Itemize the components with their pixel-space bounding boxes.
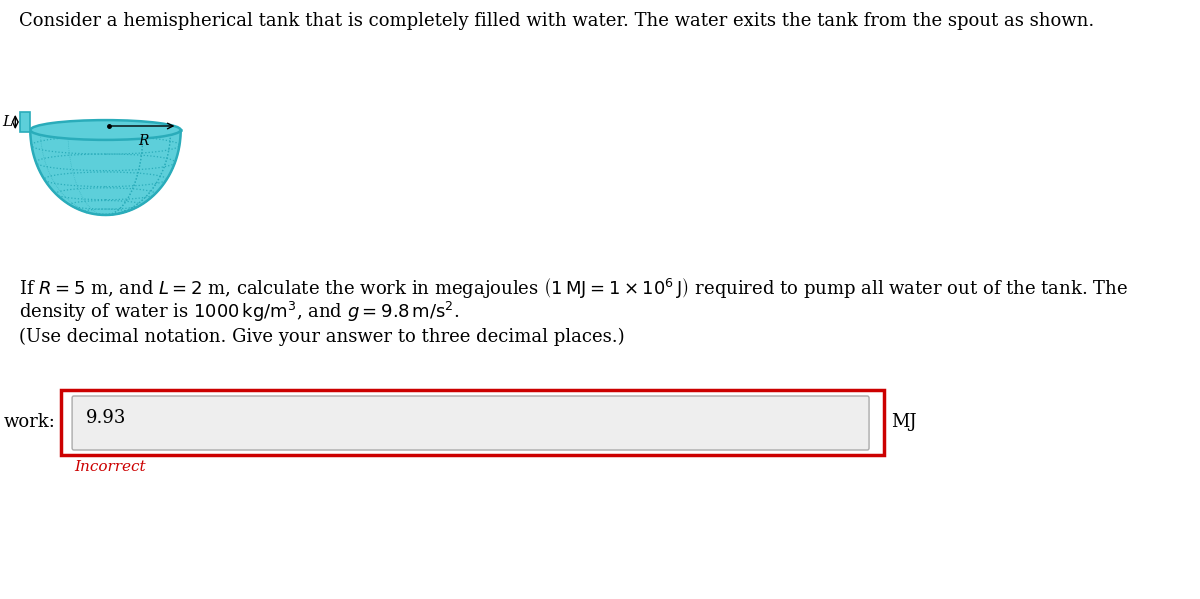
Text: Incorrect: Incorrect xyxy=(73,460,145,474)
Bar xyxy=(20,112,30,132)
Text: MJ: MJ xyxy=(890,413,917,431)
Ellipse shape xyxy=(30,120,181,140)
Text: Consider a hemispherical tank that is completely filled with water. The water ex: Consider a hemispherical tank that is co… xyxy=(19,12,1094,30)
Text: (Use decimal notation. Give your answer to three decimal places.): (Use decimal notation. Give your answer … xyxy=(19,328,625,346)
Text: R: R xyxy=(138,134,149,148)
Text: density of water is $1000\,\mathrm{kg/m^3}$, and $g = 9.8\,\mathrm{m/s^2}$.: density of water is $1000\,\mathrm{kg/m^… xyxy=(19,300,460,324)
FancyBboxPatch shape xyxy=(72,396,869,450)
Bar xyxy=(61,390,884,455)
Text: L: L xyxy=(2,115,12,129)
Text: If $R = 5$ m, and $L = 2$ m, calculate the work in megajoules $\left(1\,\mathrm{: If $R = 5$ m, and $L = 2$ m, calculate t… xyxy=(19,275,1128,300)
Text: work:: work: xyxy=(4,413,55,431)
Polygon shape xyxy=(30,130,181,215)
Text: 9.93: 9.93 xyxy=(86,409,127,427)
